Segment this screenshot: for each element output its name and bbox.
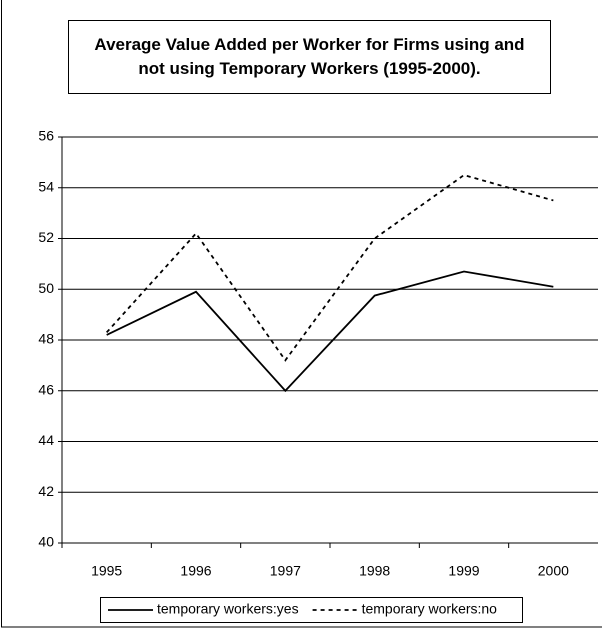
legend-label: temporary workers:no: [362, 601, 498, 617]
y-tick-label: 54: [38, 178, 54, 194]
y-tick-label: 56: [38, 128, 54, 144]
x-tick-label: 1997: [270, 563, 301, 579]
x-tick-label: 1995: [91, 563, 122, 579]
y-tick-label: 52: [38, 229, 54, 245]
y-tick-label: 48: [38, 331, 54, 347]
y-tick-label: 42: [38, 483, 54, 499]
y-tick-label: 44: [38, 432, 54, 448]
chart-title: Average Value Added per Worker for Firms…: [68, 20, 551, 94]
y-tick-label: 46: [38, 381, 54, 397]
legend-label: temporary workers:yes: [157, 601, 299, 617]
series-line: [105, 174, 554, 362]
legend-box: [100, 597, 523, 623]
x-tick-label: 1999: [448, 563, 479, 579]
x-tick-label: 2000: [538, 563, 569, 579]
series-line: [106, 270, 554, 393]
x-tick-label: 1998: [359, 563, 390, 579]
y-tick-label: 50: [38, 280, 54, 296]
y-tick-label: 40: [38, 534, 54, 550]
x-tick-label: 1996: [180, 563, 211, 579]
